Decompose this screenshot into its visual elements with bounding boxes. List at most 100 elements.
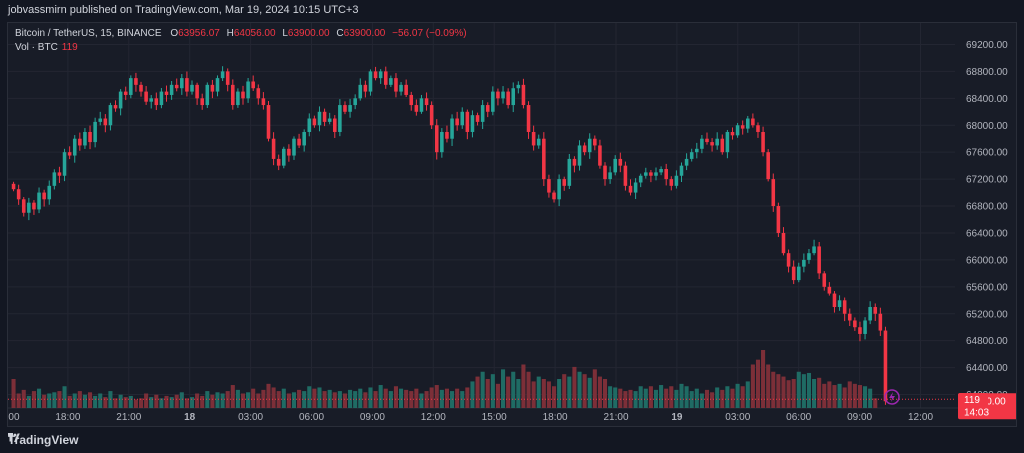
candle-body <box>827 286 832 294</box>
volume-bar <box>52 392 57 408</box>
candle-body <box>383 71 388 85</box>
x-tick-label: 12:00 <box>908 412 933 423</box>
candle-body <box>745 118 750 129</box>
volume-bar <box>638 386 643 408</box>
volume-bar <box>26 395 31 408</box>
volume-bar <box>643 388 648 408</box>
lightning-icon <box>884 389 900 405</box>
candle-body <box>394 78 398 92</box>
candle-body <box>159 91 164 106</box>
volume-bar <box>740 386 745 408</box>
candle-body <box>317 111 322 126</box>
candle-body <box>598 145 602 166</box>
candle-body <box>190 84 194 92</box>
volume-bar <box>623 391 628 408</box>
candle-body <box>215 78 220 92</box>
candle-body <box>791 266 796 281</box>
volume-bar <box>863 386 868 408</box>
candle-body <box>562 179 567 186</box>
volume-bar <box>98 393 103 408</box>
tradingview-footer[interactable]: TradingView <box>8 433 78 447</box>
candle-body <box>185 78 189 92</box>
x-tick-label: 18 <box>184 412 196 423</box>
volume-bar <box>582 374 587 408</box>
candle-body <box>618 158 623 166</box>
low-key: L <box>282 28 288 39</box>
candle-body <box>516 84 521 89</box>
candle-body <box>343 105 347 112</box>
candlestick-chart[interactable]: 69200.00 68800.00 68400.00 68000.00 67600.00… <box>8 23 1017 427</box>
volume-bar <box>159 398 164 408</box>
volume-bar <box>613 387 618 408</box>
candle-body <box>67 152 72 156</box>
volume-bar <box>689 391 694 408</box>
candle-body <box>276 158 281 166</box>
candle-body <box>593 138 597 146</box>
candle-body <box>720 138 725 153</box>
volume-bar <box>791 379 796 408</box>
candle-body <box>633 182 638 193</box>
volume-bar <box>618 388 623 408</box>
x-tick-label: 09:00 <box>360 412 385 423</box>
volume-bar <box>812 379 817 408</box>
x-tick-label: 06:00 <box>786 412 811 423</box>
candle-body <box>103 118 108 126</box>
x-tick-label: 21:00 <box>116 412 141 423</box>
candle-body <box>78 138 82 146</box>
candle-body <box>628 185 633 193</box>
volume-bar <box>72 393 77 408</box>
volume-bar <box>592 369 597 408</box>
candle-body <box>654 172 658 176</box>
candle-body <box>292 138 296 156</box>
volume-bar <box>801 374 806 408</box>
volume-bar <box>710 392 715 408</box>
candle-body <box>669 179 674 186</box>
volume-bar <box>725 386 730 408</box>
candle-body <box>572 158 577 166</box>
candle-body <box>644 172 648 176</box>
volume-bar <box>526 371 531 408</box>
publish-line: jobvassmirn published on TradingView.com… <box>8 4 359 16</box>
chart-panel[interactable]: 69200.00 68800.00 68400.00 68000.00 67600.00… <box>7 22 1017 427</box>
x-tick-label: 15:00 <box>482 412 507 423</box>
candle-body <box>149 98 154 102</box>
volume-bar <box>485 379 490 408</box>
volume-bar <box>597 376 602 408</box>
volume-bar <box>852 383 857 408</box>
candle-body <box>353 98 357 106</box>
candle-body <box>445 131 449 139</box>
volume-bar <box>174 394 179 408</box>
candle-body <box>123 91 128 95</box>
volume-bar <box>210 394 215 408</box>
volume-bar <box>230 385 235 408</box>
candle-body <box>72 138 77 156</box>
candle-body <box>251 81 255 89</box>
volume-bar <box>138 398 144 408</box>
candle-body <box>786 253 791 267</box>
volume-bar <box>77 391 82 408</box>
candle-body <box>802 259 806 267</box>
candle-body <box>664 169 668 180</box>
volume-bar <box>674 389 679 408</box>
y-tick-label: 64400.00 <box>966 363 1008 374</box>
candle-body <box>210 84 215 92</box>
high-value: 64056.00 <box>233 28 276 39</box>
volume-bar <box>419 393 424 408</box>
volume-bar <box>704 389 710 408</box>
candle-body <box>740 125 745 129</box>
candle-body <box>536 138 541 146</box>
volume-bar <box>577 371 582 408</box>
volume-bar <box>694 388 699 408</box>
candle-body <box>37 192 41 210</box>
last-volume-badge <box>958 393 988 406</box>
volume-bar <box>847 381 852 408</box>
volume-bar <box>480 371 485 408</box>
volume-bar <box>541 379 546 408</box>
candle-body <box>511 88 516 106</box>
volume-bar <box>388 391 393 408</box>
y-tick-label: 67200.00 <box>966 175 1008 186</box>
candle-body <box>485 105 490 112</box>
candle-body <box>266 105 271 139</box>
volume-bar <box>312 388 317 408</box>
x-tick-label: 06:00 <box>299 412 324 423</box>
